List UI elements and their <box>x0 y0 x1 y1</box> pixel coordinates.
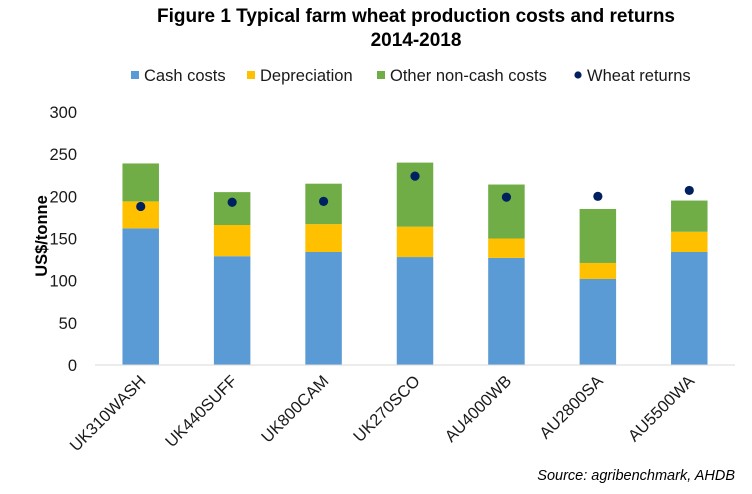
bars <box>122 162 708 365</box>
point-wheat-returns-au2800sa <box>593 191 603 201</box>
bar-cash-costs-uk440suff <box>213 256 251 365</box>
legend-label-depreciation: Depreciation <box>260 67 353 85</box>
legend-swatch-other-non-cash-costs <box>377 71 385 79</box>
y-tick-label: 100 <box>49 273 77 291</box>
bar-cash-costs-au4000wb <box>488 257 525 365</box>
bar-depreciation-uk800cam <box>305 224 342 252</box>
y-axis-ticks: 0 50 100 150 200 250 300 <box>49 104 77 375</box>
point-wheat-returns-au4000wb <box>501 192 512 202</box>
x-tick-label: AU2800SA <box>536 372 606 442</box>
x-tick-label: UK310WASH <box>67 372 150 455</box>
y-tick-label: 250 <box>49 146 77 164</box>
y-tick-label: 150 <box>49 231 77 249</box>
point-wheat-returns-au5500wa <box>684 185 694 196</box>
x-tick-label: UK800CAM <box>258 372 332 446</box>
bar-cash-costs-au2800sa <box>579 278 617 365</box>
legend-label-wheat-returns: Wheat returns <box>587 67 691 85</box>
source-note: Source: agribenchmark, AHDB <box>537 468 735 484</box>
legend-label-other-non-cash-costs: Other non-cash costs <box>390 67 547 85</box>
x-axis-ticks: UK310WASH UK440SUFF UK800CAM UK270SCO AU4000… <box>67 372 699 455</box>
bar-cash-costs-uk800cam <box>305 251 342 365</box>
x-tick-label: UK440SUFF <box>162 372 241 451</box>
bar-other-non-cash-costs-uk310wash <box>122 163 159 202</box>
y-tick-label: 50 <box>59 315 77 333</box>
point-wheat-returns-uk440suff <box>227 197 237 207</box>
chart-subtitle: 2014-2018 <box>371 30 462 51</box>
y-tick-label: 200 <box>49 188 77 206</box>
wheat-returns-points <box>136 171 694 212</box>
bar-depreciation-au4000wb <box>488 238 525 258</box>
y-axis-label: US$/tonne <box>33 195 51 277</box>
bar-cash-costs-au5500wa <box>671 251 708 365</box>
bar-other-non-cash-costs-uk440suff <box>213 192 251 226</box>
bar-other-non-cash-costs-au5500wa <box>671 200 708 232</box>
x-tick-label: AU4000WB <box>442 372 516 446</box>
point-wheat-returns-uk270sco <box>410 171 420 181</box>
legend-label-cash-costs: Cash costs <box>144 67 226 85</box>
bar-depreciation-au2800sa <box>579 262 617 279</box>
y-tick-label: 0 <box>68 357 77 375</box>
bar-cash-costs-uk310wash <box>122 228 159 365</box>
point-wheat-returns-uk310wash <box>136 201 146 212</box>
legend-swatch-wheat-returns <box>574 71 582 79</box>
legend: Cash costs Depreciation Other non-cash cos… <box>131 67 691 85</box>
bar-cash-costs-uk270sco <box>396 257 434 365</box>
legend-swatch-cash-costs <box>131 71 139 79</box>
bar-depreciation-uk270sco <box>396 226 434 258</box>
chart-title: Figure 1 Typical farm wheat production c… <box>157 6 675 27</box>
point-wheat-returns-uk800cam <box>318 196 329 206</box>
x-tick-label: AU5500WA <box>625 372 698 445</box>
bar-other-non-cash-costs-au2800sa <box>579 208 617 263</box>
x-tick-label: UK270SCO <box>350 372 424 446</box>
bar-depreciation-uk440suff <box>213 225 251 257</box>
bar-depreciation-au5500wa <box>671 231 708 252</box>
y-tick-label: 300 <box>49 104 77 122</box>
legend-swatch-depreciation <box>247 71 255 79</box>
